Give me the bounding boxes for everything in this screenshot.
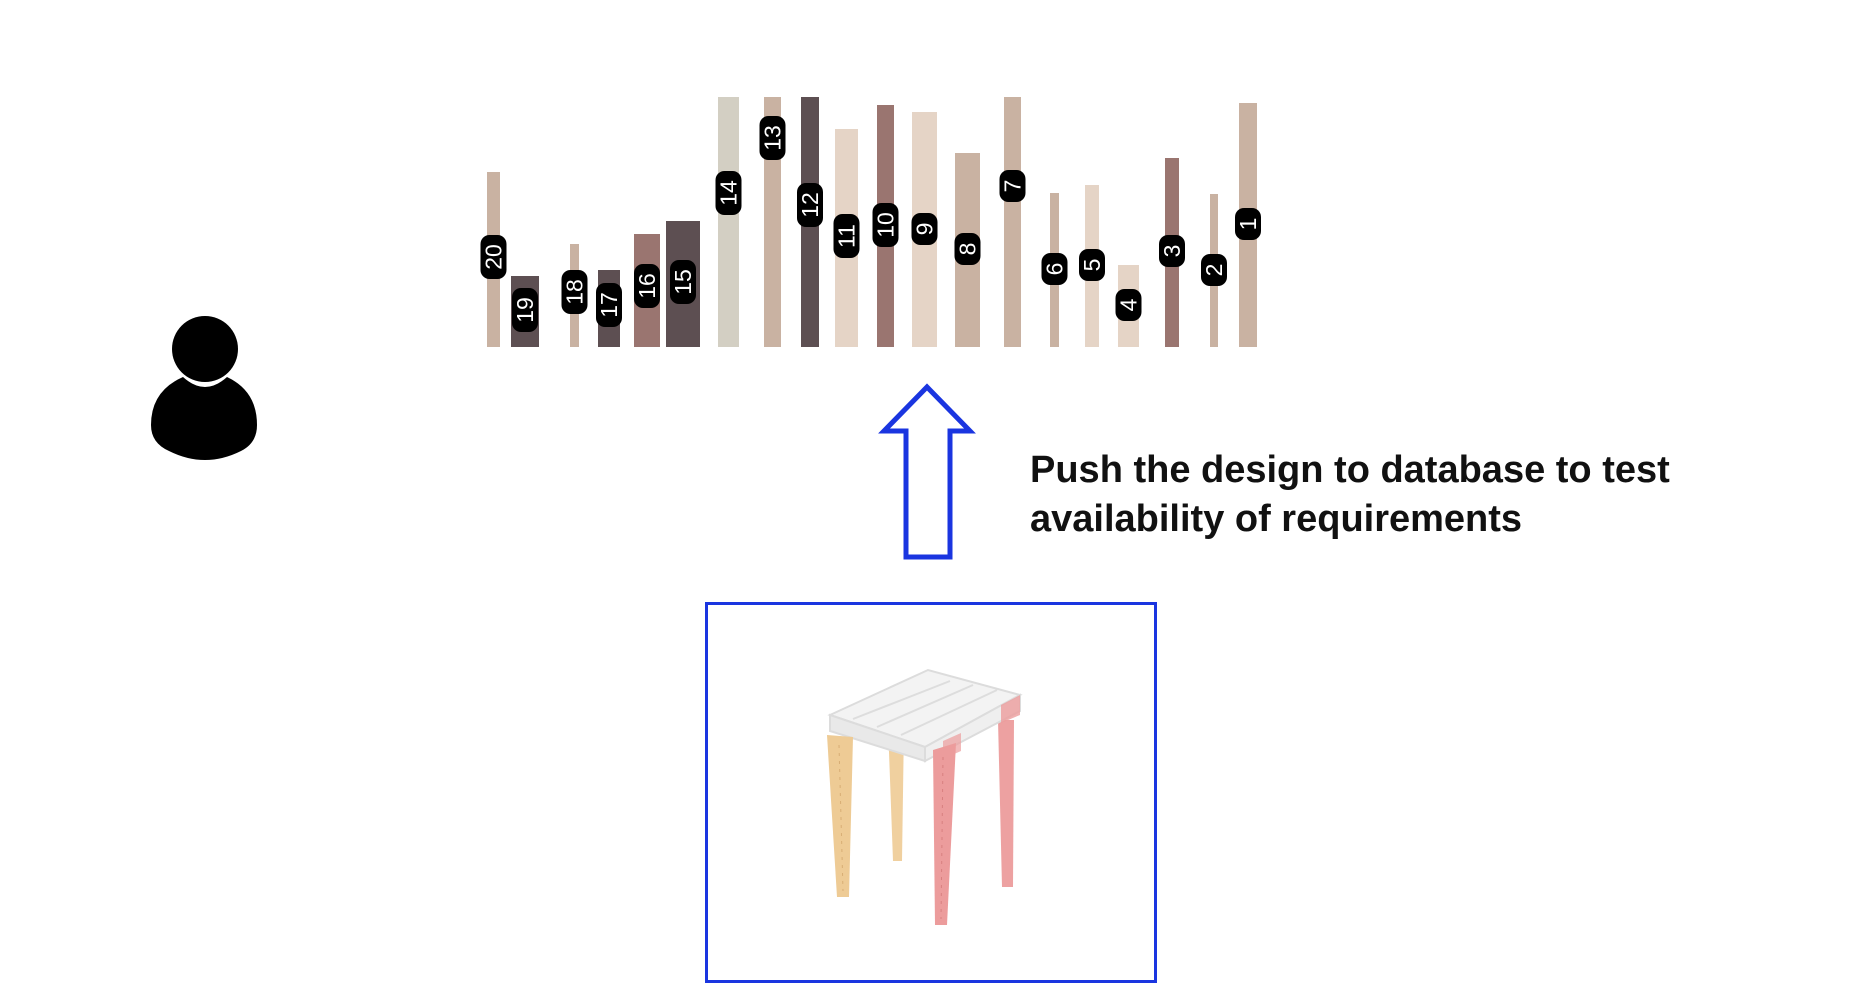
stock-label-19: 19 (512, 288, 538, 332)
stock-label-5: 5 (1079, 249, 1105, 281)
stock-label-text: 17 (596, 292, 622, 318)
stock-label-18: 18 (561, 270, 588, 314)
stock-bar-7 (1004, 97, 1021, 347)
stock-label-text: 1 (1235, 218, 1261, 231)
stock-label-16: 16 (634, 264, 660, 308)
stock-label-text: 8 (955, 243, 981, 256)
stock-label-text: 18 (562, 279, 588, 305)
stock-label-text: 20 (481, 244, 507, 270)
stock-label-8: 8 (954, 233, 981, 265)
stock-label-text: 16 (634, 273, 660, 299)
stock-label-11: 11 (833, 214, 860, 258)
stock-label-text: 19 (512, 297, 538, 323)
caption-line-2: availability of requirements (1030, 498, 1523, 540)
stock-label-13: 13 (759, 116, 786, 160)
stock-label-10: 10 (872, 203, 899, 247)
stock-label-12: 12 (797, 183, 823, 227)
stock-label-text: 3 (1159, 245, 1185, 258)
stock-label-3: 3 (1159, 235, 1185, 267)
stock-label-text: 14 (716, 180, 742, 206)
stock-label-9: 9 (911, 213, 938, 245)
stock-label-text: 9 (912, 223, 938, 236)
stock-label-text: 5 (1079, 259, 1105, 272)
caption-line-1: Push the design to database to test (1030, 449, 1670, 491)
stool-model-icon (827, 668, 1023, 925)
stock-label-15: 15 (670, 260, 696, 304)
stock-label-1: 1 (1235, 208, 1261, 240)
stock-label-text: 15 (670, 269, 696, 295)
stock-label-text: 7 (1000, 180, 1026, 193)
design-frame (705, 602, 1157, 983)
stock-label-17: 17 (596, 283, 622, 327)
stock-label-text: 2 (1201, 264, 1227, 277)
stock-label-text: 12 (797, 192, 823, 218)
stock-label-text: 11 (834, 224, 860, 248)
stock-label-2: 2 (1201, 254, 1227, 286)
stock-label-4: 4 (1115, 289, 1142, 321)
stock-label-7: 7 (999, 170, 1026, 202)
stock-label-text: 13 (760, 125, 786, 151)
user-icon (151, 316, 257, 460)
push-caption: Push the design to database to test avai… (1030, 446, 1790, 544)
stock-label-6: 6 (1041, 253, 1068, 285)
stock-label-text: 10 (873, 212, 899, 238)
stock-label-text: 6 (1042, 263, 1068, 276)
stock-label-20: 20 (480, 235, 507, 279)
stock-label-14: 14 (715, 171, 742, 215)
up-arrow-icon (878, 383, 976, 560)
stock-bar-14 (718, 97, 739, 347)
stock-label-text: 4 (1116, 298, 1142, 311)
